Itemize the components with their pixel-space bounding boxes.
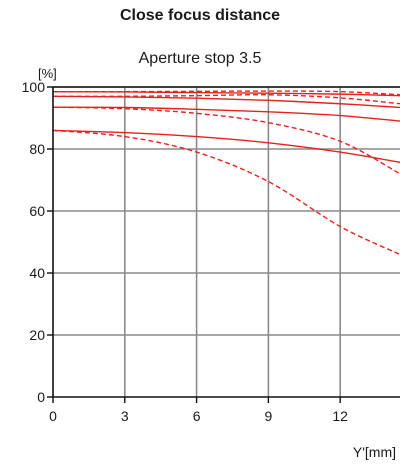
y-axis-label: [%] <box>38 66 57 81</box>
x-tick-label: 3 <box>121 408 129 424</box>
chart-subtitle: Aperture stop 3.5 <box>138 50 262 67</box>
series-line-dashed <box>52 129 400 256</box>
y-tick-label: 20 <box>29 327 45 343</box>
series-line-solid <box>52 106 400 122</box>
series-line-solid <box>52 129 400 164</box>
x-tick-label: 0 <box>49 408 57 424</box>
series-line-solid <box>52 90 400 97</box>
series-line-solid <box>52 95 400 109</box>
y-tick-label: 40 <box>29 265 45 281</box>
series-line-dashed <box>52 106 400 175</box>
y-tick-label: 80 <box>29 141 45 157</box>
x-tick-label: 9 <box>264 408 272 424</box>
y-tick-label: 100 <box>22 79 46 95</box>
y-tick-label: 60 <box>29 203 45 219</box>
chart-title: Close focus distance <box>119 7 281 24</box>
x-axis-label: Y'[mm] <box>352 444 396 460</box>
x-tick-label: 12 <box>332 408 348 424</box>
y-tick-label: 0 <box>37 389 45 405</box>
x-tick-label: 6 <box>193 408 201 424</box>
